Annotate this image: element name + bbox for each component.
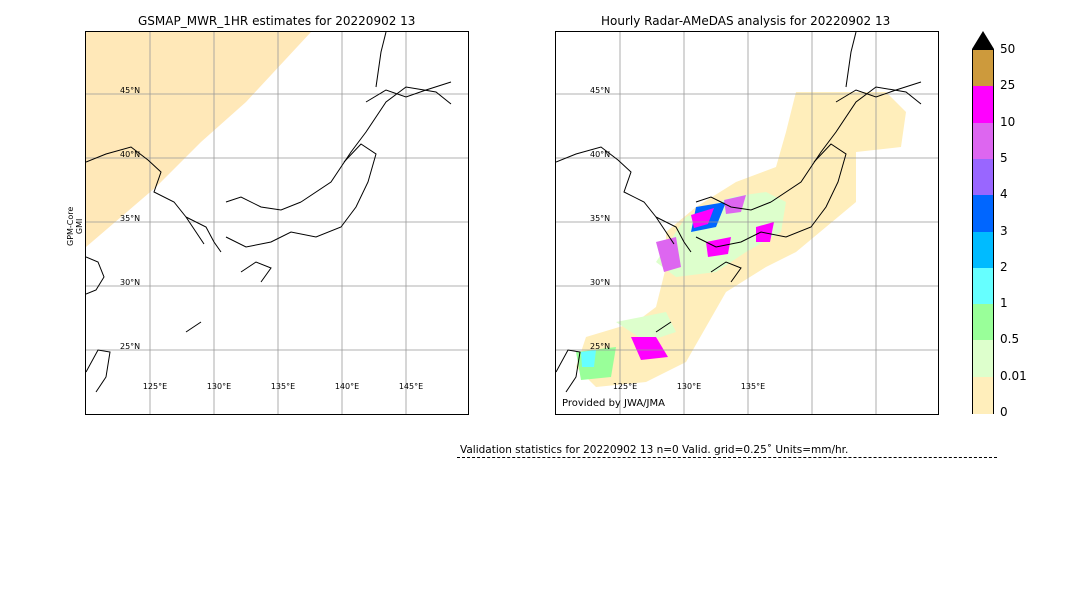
colorbar-tick-label: 0.01 (1000, 368, 1027, 383)
left-lon-140: 140°E (334, 382, 360, 391)
left-coastlines (86, 32, 452, 393)
right-map: 45°N 40°N 35°N 30°N 25°N 125°E 130°E 135… (555, 31, 939, 415)
colorbar (972, 49, 994, 414)
colorbar-tick-label: 0.5 (1000, 332, 1020, 347)
right-lon-130: 130°E (676, 382, 702, 391)
colorbar-tick-label: 1 (1000, 296, 1008, 311)
left-lon-125: 125°E (142, 382, 168, 391)
colorbar-segment (973, 122, 993, 160)
right-map-canvas (556, 32, 938, 414)
colorbar-segment (973, 231, 993, 269)
left-lat-30: 30°N (120, 278, 141, 287)
left-lat-45: 45°N (120, 86, 141, 95)
right-lat-45: 45°N (590, 86, 611, 95)
left-lat-35: 35°N (120, 214, 141, 223)
left-map: 45°N 40°N 35°N 30°N 25°N 125°E 130°E 135… (85, 31, 469, 415)
right-lat-35: 35°N (590, 214, 611, 223)
colorbar-segment (973, 267, 993, 305)
colorbar-segment (973, 376, 993, 414)
left-gridlines (86, 32, 468, 414)
colorbar-segment (973, 50, 993, 87)
validation-dashed-line (457, 457, 997, 458)
sensor-label-line2: GMI (75, 218, 84, 235)
colorbar-segment (973, 86, 993, 124)
left-swath-shading (86, 32, 311, 247)
colorbar-tick-label: 0 (1000, 405, 1008, 419)
left-lat-25: 25°N (120, 342, 141, 351)
right-coastlines (556, 32, 922, 393)
colorbar-tick-label: 25 (1000, 78, 1016, 93)
colorbar-tick-label: 5 (1000, 150, 1008, 165)
left-lat-40: 40°N (120, 150, 141, 159)
sensor-label-line1: GPM-Core (66, 206, 75, 246)
right-precip-shading (576, 92, 906, 387)
colorbar-overflow-arrow (972, 31, 994, 49)
colorbar-arrow-shape (972, 31, 994, 49)
right-lat-30: 30°N (590, 278, 611, 287)
validation-statistics: Validation statistics for 20220902 13 n=… (460, 444, 849, 456)
right-lon-135: 135°E (740, 382, 766, 391)
colorbar-segment (973, 158, 993, 196)
left-lon-130: 130°E (206, 382, 232, 391)
colorbar-segment (973, 340, 993, 378)
colorbar-tick-label: 2 (1000, 259, 1008, 274)
left-map-title: GSMAP_MWR_1HR estimates for 20220902 13 (138, 14, 416, 28)
colorbar-tick-label: 50 (1000, 42, 1016, 56)
right-lat-25: 25°N (590, 342, 611, 351)
colorbar-segment (973, 195, 993, 233)
right-gridlines (556, 32, 938, 414)
colorbar-tick-label: 4 (1000, 187, 1008, 202)
colorbar-segment (973, 304, 993, 342)
left-lon-145: 145°E (398, 382, 424, 391)
data-credit: Provided by JWA/JMA (562, 398, 665, 409)
colorbar-tick-label: 3 (1000, 223, 1008, 238)
left-map-sensor-label: GPM-Core GMI (66, 207, 84, 246)
left-map-canvas (86, 32, 468, 414)
colorbar-tick-label: 10 (1000, 114, 1016, 129)
right-lat-40: 40°N (590, 150, 611, 159)
right-lon-125: 125°E (612, 382, 638, 391)
left-lon-135: 135°E (270, 382, 296, 391)
right-map-title: Hourly Radar-AMeDAS analysis for 2022090… (601, 14, 891, 28)
